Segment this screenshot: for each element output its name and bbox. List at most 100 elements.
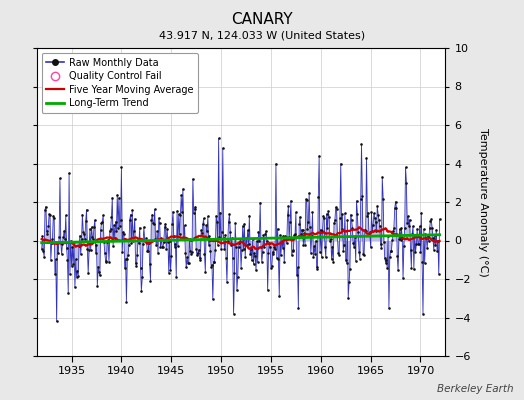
Point bbox=[396, 237, 405, 243]
Point bbox=[122, 256, 130, 262]
Point bbox=[142, 235, 150, 241]
Point bbox=[88, 224, 96, 230]
Point bbox=[238, 247, 246, 253]
Point bbox=[380, 239, 388, 246]
Point bbox=[378, 174, 387, 180]
Point bbox=[296, 214, 304, 220]
Point bbox=[184, 260, 193, 266]
Point bbox=[435, 216, 444, 222]
Point bbox=[209, 296, 217, 302]
Point bbox=[386, 254, 394, 261]
Point bbox=[93, 283, 102, 289]
Point bbox=[267, 264, 275, 271]
Point bbox=[255, 238, 264, 245]
Point bbox=[61, 236, 69, 242]
Point bbox=[163, 226, 171, 232]
Point bbox=[274, 256, 282, 262]
Point bbox=[162, 246, 170, 252]
Point bbox=[66, 271, 74, 277]
Point bbox=[302, 196, 311, 203]
Point bbox=[109, 243, 117, 250]
Point bbox=[244, 227, 252, 233]
Point bbox=[82, 206, 91, 213]
Point bbox=[375, 216, 383, 223]
Point bbox=[373, 203, 381, 209]
Point bbox=[292, 272, 301, 278]
Point bbox=[289, 246, 298, 253]
Point bbox=[349, 240, 357, 246]
Point bbox=[72, 256, 80, 262]
Point bbox=[389, 228, 397, 234]
Point bbox=[379, 195, 387, 202]
Point bbox=[308, 233, 316, 239]
Point bbox=[54, 250, 62, 256]
Point bbox=[253, 238, 261, 244]
Point bbox=[57, 240, 65, 246]
Point bbox=[318, 228, 326, 234]
Point bbox=[302, 196, 310, 202]
Point bbox=[264, 287, 272, 294]
Point bbox=[154, 250, 162, 256]
Point bbox=[316, 249, 324, 256]
Point bbox=[192, 246, 200, 252]
Point bbox=[146, 278, 155, 285]
Point bbox=[399, 275, 407, 281]
Point bbox=[201, 269, 210, 275]
Point bbox=[344, 295, 353, 302]
Point bbox=[125, 242, 133, 248]
Point bbox=[370, 210, 378, 216]
Point bbox=[254, 229, 263, 235]
Point bbox=[140, 238, 149, 244]
Point bbox=[193, 252, 201, 259]
Point bbox=[39, 248, 48, 255]
Point bbox=[157, 235, 166, 241]
Point bbox=[189, 176, 197, 182]
Point bbox=[404, 213, 412, 219]
Point bbox=[145, 240, 153, 246]
Point bbox=[250, 250, 258, 256]
Point bbox=[264, 249, 272, 256]
Point bbox=[156, 220, 164, 226]
Point bbox=[64, 290, 72, 296]
Point bbox=[197, 227, 205, 234]
Point bbox=[49, 212, 58, 219]
Point bbox=[424, 233, 432, 240]
Point bbox=[68, 263, 76, 269]
Point bbox=[284, 203, 292, 210]
Point bbox=[376, 241, 385, 248]
Point bbox=[222, 255, 230, 261]
Point bbox=[136, 264, 145, 271]
Point bbox=[310, 243, 319, 250]
Point bbox=[78, 236, 86, 242]
Point bbox=[84, 270, 92, 276]
Point bbox=[135, 240, 143, 246]
Point bbox=[288, 252, 296, 258]
Point bbox=[67, 238, 75, 244]
Point bbox=[182, 264, 190, 270]
Point bbox=[202, 222, 210, 228]
Point bbox=[398, 234, 407, 241]
Point bbox=[51, 256, 60, 263]
Point bbox=[383, 265, 391, 271]
Point bbox=[47, 257, 55, 263]
Point bbox=[40, 254, 48, 260]
Point bbox=[226, 228, 234, 235]
Point bbox=[426, 218, 434, 224]
Point bbox=[179, 186, 187, 192]
Point bbox=[48, 236, 57, 242]
Point bbox=[246, 251, 254, 258]
Point bbox=[166, 238, 174, 244]
Point bbox=[46, 212, 54, 218]
Point bbox=[393, 252, 401, 259]
Point bbox=[416, 223, 424, 230]
Point bbox=[326, 236, 335, 242]
Point bbox=[356, 256, 364, 262]
Point bbox=[342, 257, 350, 263]
Point bbox=[418, 258, 427, 265]
Point bbox=[102, 257, 111, 264]
Point bbox=[223, 278, 231, 285]
Point bbox=[313, 266, 322, 272]
Point bbox=[266, 244, 274, 250]
Point bbox=[340, 242, 348, 249]
Point bbox=[158, 244, 166, 250]
